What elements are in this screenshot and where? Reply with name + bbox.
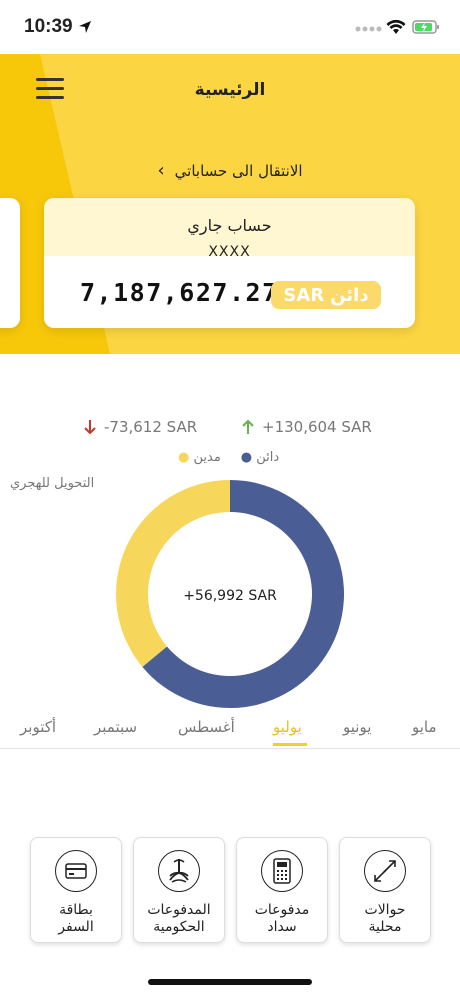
action-label: المدفوعات الحكومية bbox=[147, 902, 211, 935]
balance-status: دائن bbox=[330, 284, 369, 306]
menu-icon[interactable] bbox=[36, 78, 64, 100]
active-tab-indicator bbox=[273, 743, 307, 746]
debit-total: -73,612 SAR bbox=[84, 418, 197, 436]
account-number: XXXX bbox=[208, 244, 251, 260]
tab-october[interactable]: أكتوبر bbox=[20, 718, 57, 736]
sadad-payments-button[interactable]: مدفوعات سداد bbox=[236, 837, 328, 943]
credit-total-value: +130,604 SAR bbox=[262, 418, 372, 436]
transfer-arrows-icon bbox=[364, 850, 406, 892]
government-emblem-icon bbox=[158, 850, 200, 892]
tab-may[interactable]: مايو bbox=[412, 718, 437, 736]
arrow-up-icon bbox=[242, 419, 254, 434]
bill-calculator-icon bbox=[261, 850, 303, 892]
local-transfers-button[interactable]: حوالات محلية bbox=[339, 837, 431, 943]
donut-slice-credit bbox=[142, 480, 344, 708]
balance-status-badge: SAR دائن bbox=[271, 281, 381, 309]
my-accounts-link[interactable]: ‹ الانتقال الى حساباتي bbox=[0, 160, 460, 181]
wifi-icon bbox=[386, 19, 406, 34]
tab-september[interactable]: سبتمبر bbox=[94, 718, 138, 736]
currency-code: SAR bbox=[283, 284, 325, 306]
travel-card-button[interactable]: بطاقة السفر bbox=[30, 837, 122, 943]
account-card[interactable]: حساب جاري XXXX 7,187,627.27 SAR دائن bbox=[44, 198, 415, 328]
divider bbox=[0, 748, 460, 749]
previous-account-card[interactable] bbox=[0, 198, 20, 328]
month-tabs: مايو يونيو يوليو أغسطس سبتمبر أكتوبر bbox=[0, 718, 460, 748]
government-payments-button[interactable]: المدفوعات الحكومية bbox=[133, 837, 225, 943]
hijri-toggle-button[interactable]: التحويل للهجري bbox=[10, 476, 95, 491]
home-indicator bbox=[148, 979, 312, 985]
action-label: حوالات محلية bbox=[364, 902, 406, 935]
credit-total: +130,604 SAR bbox=[242, 418, 372, 436]
chart-legend: ● مدين ● دائن bbox=[178, 450, 279, 465]
account-type: حساب جاري bbox=[187, 216, 272, 235]
debit-total-value: -73,612 SAR bbox=[104, 418, 198, 436]
battery-charging-icon bbox=[412, 20, 439, 34]
status-bar: 10:39 bbox=[0, 0, 460, 54]
quick-actions: حوالات محلية مدفوعات سداد المدفوعات الحكومي… bbox=[0, 837, 460, 943]
tab-july[interactable]: يوليو bbox=[273, 718, 302, 736]
net-amount: +56,992 SAR bbox=[183, 588, 277, 604]
action-label: بطاقة السفر bbox=[58, 902, 94, 935]
card-icon bbox=[55, 850, 97, 892]
donut-slice-debit bbox=[116, 480, 230, 667]
status-time: 10:39 bbox=[24, 16, 73, 37]
action-label: مدفوعات سداد bbox=[254, 902, 310, 935]
account-card-header bbox=[44, 198, 415, 256]
legend-debit: ● مدين bbox=[178, 450, 221, 465]
page-title: الرئيسية bbox=[194, 80, 266, 100]
account-balance: 7,187,627.27 bbox=[80, 278, 279, 307]
arrow-down-icon bbox=[84, 420, 96, 435]
location-arrow-icon bbox=[79, 21, 91, 33]
tab-june[interactable]: يونيو bbox=[343, 718, 372, 736]
my-accounts-label: الانتقال الى حساباتي bbox=[174, 161, 303, 180]
transactions-donut-chart bbox=[116, 480, 344, 708]
signal-dots-icon bbox=[355, 26, 382, 32]
legend-credit: ● دائن bbox=[240, 450, 280, 465]
chevron-left-icon: ‹ bbox=[157, 160, 165, 181]
tab-august[interactable]: أغسطس bbox=[178, 718, 235, 736]
